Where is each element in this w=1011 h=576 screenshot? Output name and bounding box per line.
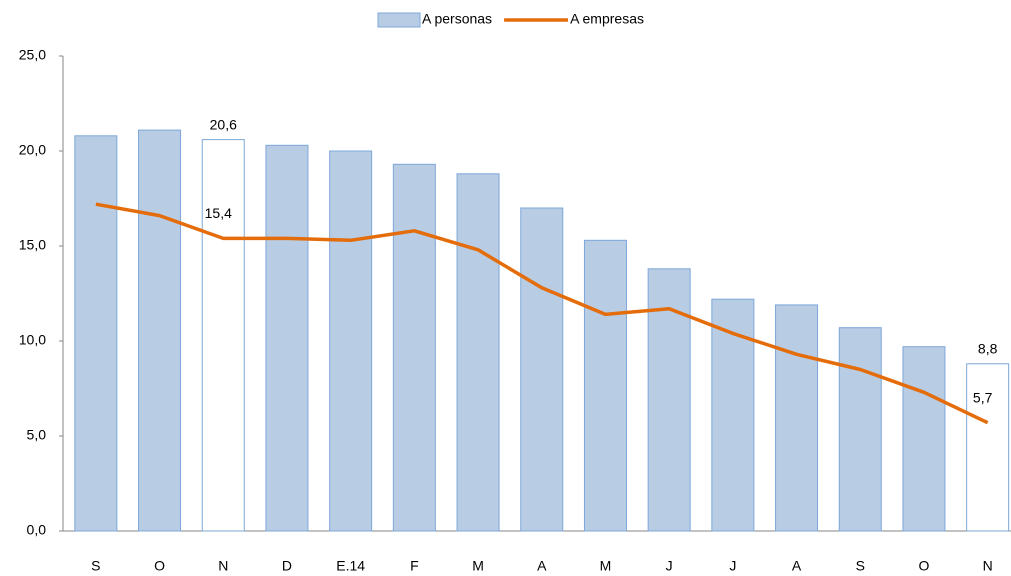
- x-tick-label: M: [472, 558, 484, 574]
- bar: [775, 304, 819, 532]
- bar: [329, 150, 373, 532]
- y-tick-label: 10,0: [19, 332, 46, 348]
- x-tick-label: F: [410, 558, 419, 574]
- line-value-label: 15,4: [205, 205, 232, 221]
- x-tick-label: S: [91, 558, 100, 574]
- x-tick-label: N: [983, 558, 993, 574]
- bar: [74, 135, 118, 532]
- y-tick-label: 0,0: [27, 522, 47, 538]
- bar: [392, 163, 436, 532]
- x-tick-label: A: [537, 558, 547, 574]
- legend-swatch: [377, 12, 421, 28]
- bar: [265, 144, 309, 532]
- x-tick-label: J: [729, 558, 736, 574]
- bar-value-label: 8,8: [978, 341, 998, 357]
- bar: [902, 346, 946, 532]
- bar-value-label: 20,6: [210, 116, 237, 132]
- y-tick-label: 5,0: [27, 427, 47, 443]
- bar: [838, 327, 882, 532]
- bar: [456, 173, 500, 532]
- bar: [201, 139, 245, 532]
- y-tick-label: 20,0: [19, 142, 46, 158]
- x-tick-label: O: [154, 558, 165, 574]
- bar: [966, 363, 1010, 532]
- x-tick-label: E.14: [336, 558, 365, 574]
- bar: [138, 129, 182, 532]
- x-tick-label: M: [600, 558, 612, 574]
- line-value-label: 5,7: [973, 389, 993, 405]
- legend-label: A empresas: [570, 11, 644, 27]
- line: [95, 202, 989, 425]
- bar: [583, 239, 627, 532]
- x-tick-label: O: [919, 558, 930, 574]
- x-tick-label: J: [666, 558, 673, 574]
- x-tick-label: S: [856, 558, 865, 574]
- x-tick-label: D: [282, 558, 292, 574]
- x-tick-label: A: [792, 558, 802, 574]
- legend-label: A personas: [422, 11, 492, 27]
- y-tick-label: 25,0: [19, 47, 46, 63]
- bar: [520, 207, 564, 532]
- x-tick-label: N: [218, 558, 228, 574]
- y-tick-label: 15,0: [19, 237, 46, 253]
